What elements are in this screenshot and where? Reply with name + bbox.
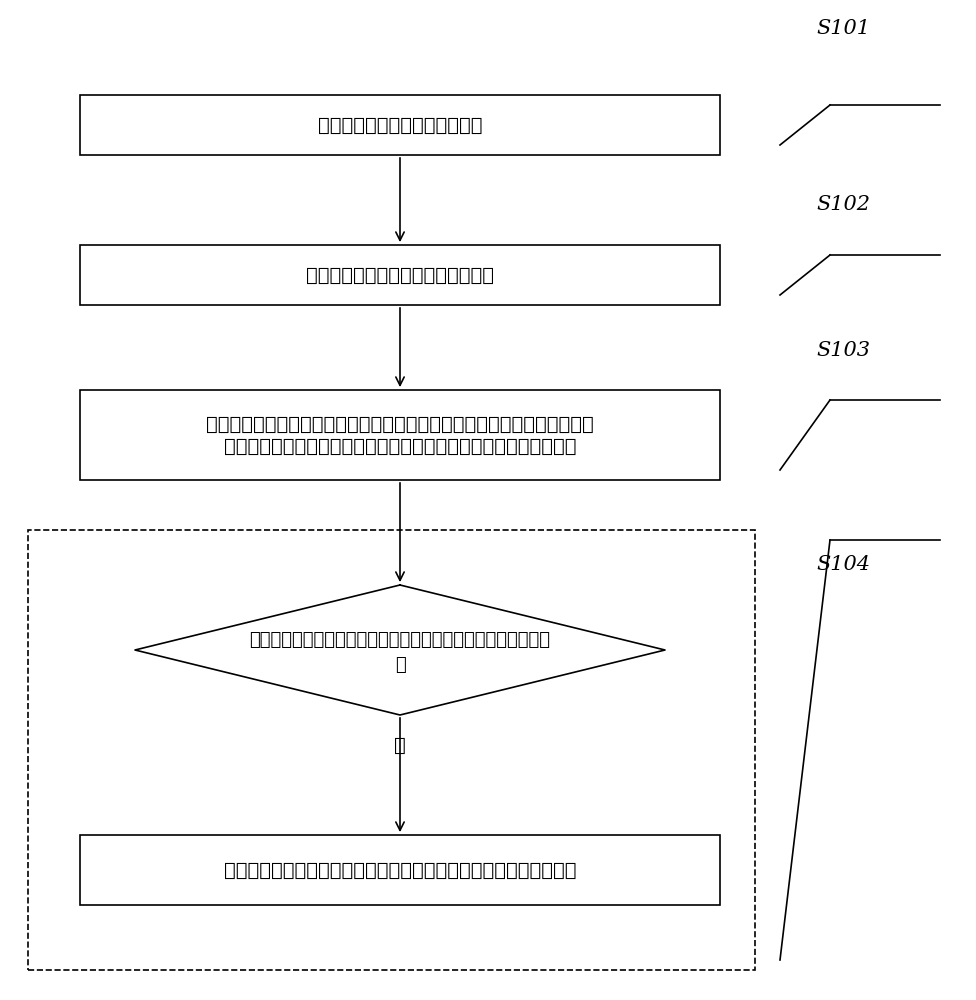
- Text: S102: S102: [816, 196, 870, 215]
- Bar: [80, 390, 720, 480]
- Text: 常: 常: [394, 656, 405, 674]
- Bar: [80, 835, 720, 905]
- Text: 匹配相应的轨道机车及车辆，并根据所述走行部的异常信息进行报警: 匹配相应的轨道机车及车辆，并根据所述走行部的异常信息进行报警: [224, 860, 576, 880]
- Text: S101: S101: [816, 18, 870, 37]
- Text: S104: S104: [816, 556, 870, 574]
- Text: 获取所述轨道机车及车辆的车号信息: 获取所述轨道机车及车辆的车号信息: [306, 265, 494, 284]
- Text: 获取轨道机车及车辆的过车图像: 获取轨道机车及车辆的过车图像: [318, 115, 482, 134]
- Bar: [28, 530, 755, 970]
- Text: 是: 是: [394, 736, 406, 754]
- Bar: [80, 245, 720, 305]
- Bar: [80, 95, 720, 155]
- Text: 根据所述关键部件图像判断所述轨道机车及车辆的走行部是否异: 根据所述关键部件图像判断所述轨道机车及车辆的走行部是否异: [250, 631, 550, 649]
- Text: 将所述过车图像输入到经训练样本预先训练的识别模块中，获得所述经训练
样本预先训练的识别模块输出的所述轨道机车及车辆的关键部件图像: 将所述过车图像输入到经训练样本预先训练的识别模块中，获得所述经训练 样本预先训练…: [206, 414, 593, 456]
- Text: S103: S103: [816, 340, 870, 360]
